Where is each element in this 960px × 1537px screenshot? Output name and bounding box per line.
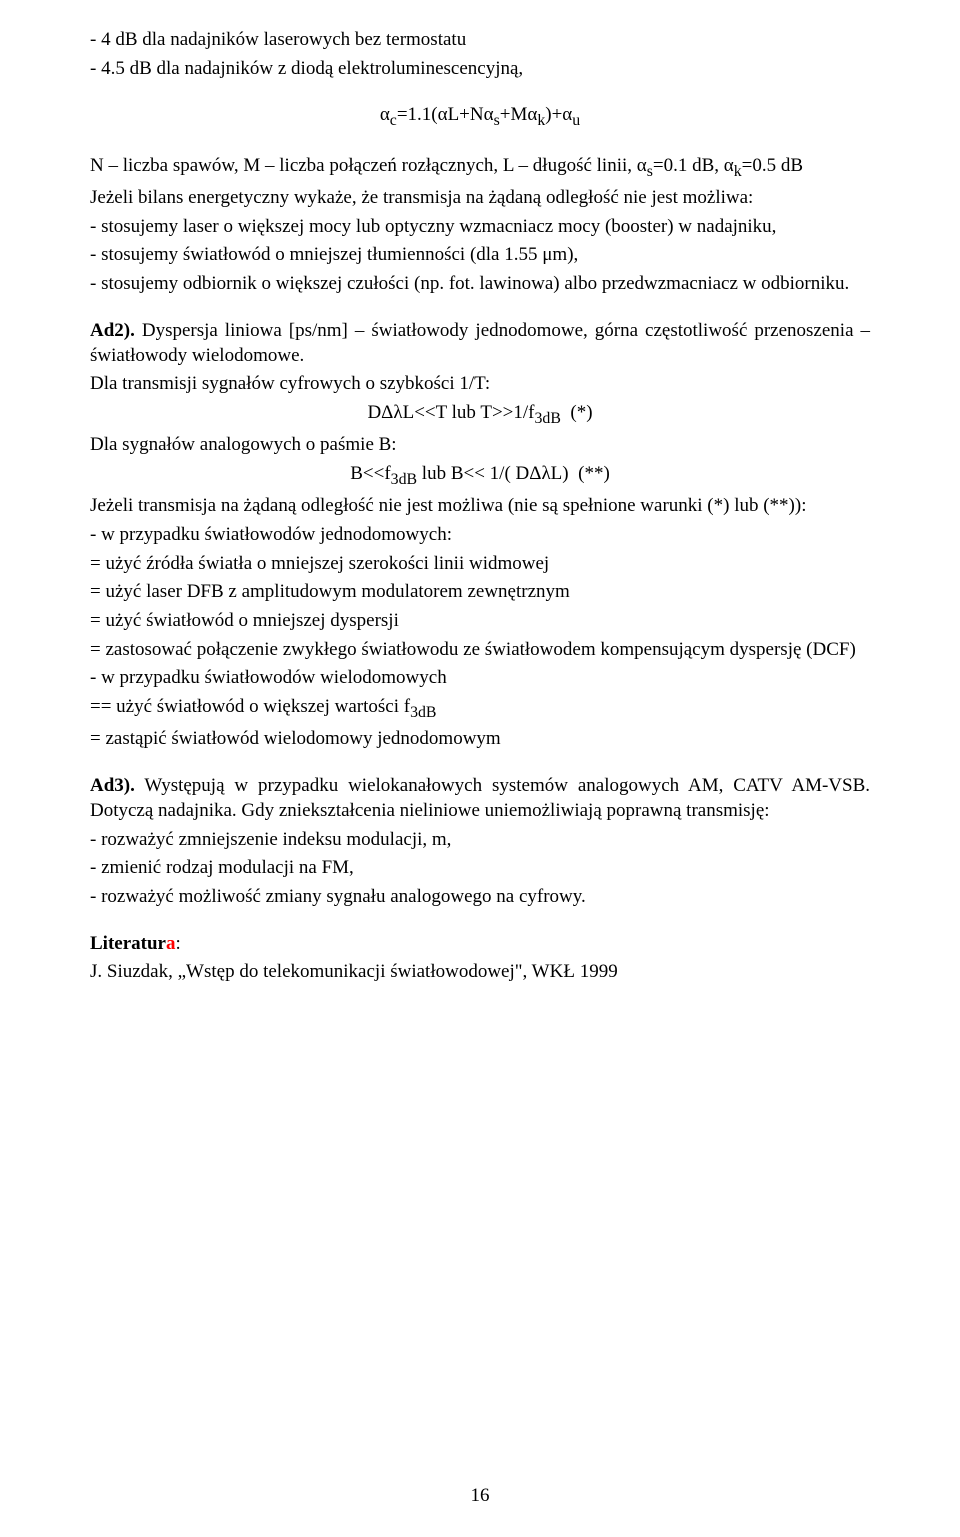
literature-line-1: J. Siuzdak, „Wstęp do telekomunikacji św… <box>90 960 870 985</box>
ad2-line-7: = użyć światłowód o mniejszej dyspersji <box>90 609 870 634</box>
ad3-line-3: - rozważyć możliwość zmiany sygnału anal… <box>90 885 870 910</box>
ad2-line-9: - w przypadku światłowodów wielodomowych <box>90 666 870 691</box>
page: - 4 dB dla nadajników laserowych bez ter… <box>0 0 960 1537</box>
ad3-line-2: - zmienić rodzaj modulacji na FM, <box>90 856 870 881</box>
ad2-line-10: == użyć światłowód o większej wartości f… <box>90 695 870 723</box>
intro-line-3: N – liczba spawów, M – liczba połączeń r… <box>90 154 870 182</box>
ad2-formula-2: B<<f3dB lub B<< 1/( DΔλL) (**) <box>90 462 870 490</box>
intro-line-2: - 4.5 dB dla nadajników z diodą elektrol… <box>90 57 870 82</box>
intro-line-4: Jeżeli bilans energetyczny wykaże, że tr… <box>90 186 870 211</box>
intro-line-6: - stosujemy światłowód o mniejszej tłumi… <box>90 243 870 268</box>
lit-head-pre: Literatur <box>90 933 166 954</box>
intro-line-5: - stosujemy laser o większej mocy lub op… <box>90 215 870 240</box>
ad2-head-rest: Dyspersja liniowa [ps/nm] – światłowody … <box>90 320 870 366</box>
ad3-head: Ad3). Występują w przypadku wielokanałow… <box>90 774 870 823</box>
ad3-head-bold: Ad3). <box>90 775 135 796</box>
intro-formula: αc=1.1(αL+Nαs+Mαk)+αu <box>90 103 870 131</box>
ad2-line-6: = użyć laser DFB z amplitudowym modulato… <box>90 580 870 605</box>
ad2-line-2: Dla sygnałów analogowych o paśmie B: <box>90 433 870 458</box>
intro-line-1: - 4 dB dla nadajników laserowych bez ter… <box>90 28 870 53</box>
ad2-formula-1: DΔλL<<T lub T>>1/f3dB (*) <box>90 401 870 429</box>
lit-head-post: : <box>175 933 180 954</box>
ad2-line-4: - w przypadku światłowodów jednodomowych… <box>90 523 870 548</box>
ad3-head-rest: Występują w przypadku wielokanałowych sy… <box>90 775 870 821</box>
ad2-line-11: = zastąpić światłowód wielodomowy jednod… <box>90 727 870 752</box>
ad3-line-1: - rozważyć zmniejszenie indeksu modulacj… <box>90 828 870 853</box>
ad2-line-8: = zastosować połączenie zwykłego światło… <box>90 638 870 663</box>
ad2-head: Ad2). Dyspersja liniowa [ps/nm] – światł… <box>90 319 870 368</box>
page-number: 16 <box>0 1485 960 1507</box>
literature-head: Literatura: <box>90 932 870 957</box>
intro-line-7: - stosujemy odbiornik o większej czułośc… <box>90 272 870 297</box>
ad2-line-5: = użyć źródła światła o mniejszej szerok… <box>90 552 870 577</box>
ad2-line-1: Dla transmisji sygnałów cyfrowych o szyb… <box>90 372 870 397</box>
ad2-head-bold: Ad2). <box>90 320 135 341</box>
ad2-line-3: Jeżeli transmisja na żądaną odległość ni… <box>90 494 870 519</box>
